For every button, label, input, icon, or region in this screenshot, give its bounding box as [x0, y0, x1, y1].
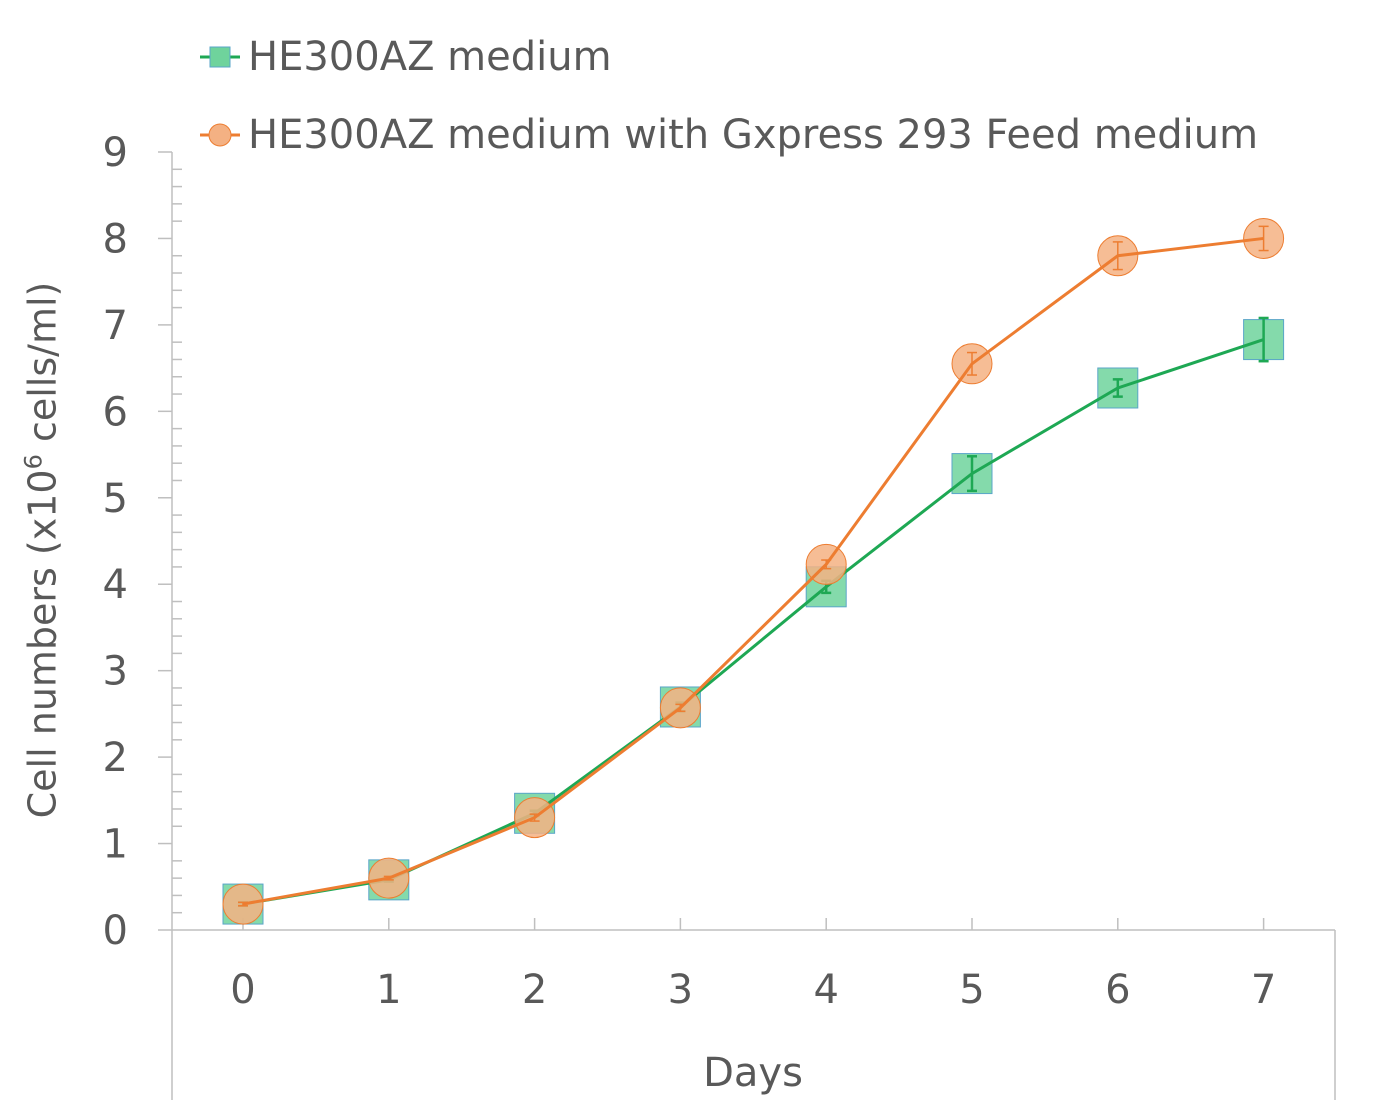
- x-tick-label: 3: [668, 967, 693, 1013]
- series-1: [222, 217, 1285, 925]
- legend-label-green: HE300AZ medium: [248, 34, 612, 80]
- series-0: [222, 316, 1285, 925]
- y-tick-label: 2: [103, 735, 128, 781]
- legend-item-orange: HE300AZ medium with Gxpress 293 Feed med…: [200, 110, 1258, 160]
- y-tick-label: 3: [103, 649, 128, 695]
- error-bar: [238, 901, 248, 907]
- series-layer: [222, 217, 1285, 925]
- x-tick-label: 1: [376, 967, 401, 1013]
- x-tick-label: 6: [1105, 967, 1130, 1013]
- series-line: [242, 338, 1265, 906]
- error-bar: [967, 351, 977, 376]
- axes: 0 1 2 3 4 5 6 7 8 9 0 1 2 3 4 5 6 7: [103, 130, 1336, 1100]
- legend-item-green: HE300AZ medium: [200, 32, 612, 82]
- x-tick-label: 0: [230, 967, 255, 1013]
- y-tick-label: 8: [103, 216, 128, 262]
- y-tick-label: 0: [103, 908, 128, 954]
- y-tick-label: 5: [103, 476, 128, 522]
- error-bar: [821, 559, 832, 570]
- y-tick-label: 6: [103, 389, 128, 435]
- y-axis-title-suffix: cells/ml): [20, 281, 65, 455]
- x-tick-label: 4: [813, 967, 838, 1013]
- error-bar: [1112, 241, 1123, 271]
- x-tick-label: 5: [959, 967, 984, 1013]
- y-tick-label: 1: [103, 822, 128, 868]
- error-bar: [1258, 316, 1269, 363]
- error-bar: [383, 875, 394, 881]
- legend-marker-circle-icon: [200, 123, 240, 147]
- legend-marker-square-icon: [200, 46, 240, 68]
- y-axis-title-prefix: Cell numbers (x10: [20, 469, 65, 819]
- error-bar: [675, 703, 686, 713]
- error-bar: [529, 813, 540, 822]
- error-bar: [967, 455, 977, 493]
- y-tick-label: 9: [103, 130, 128, 176]
- y-tick-label: 7: [103, 303, 128, 349]
- series-line: [242, 236, 1264, 906]
- y-tick-label: 4: [103, 562, 128, 608]
- error-bar: [1112, 378, 1123, 398]
- legend-label-orange: HE300AZ medium with Gxpress 293 Feed med…: [248, 112, 1259, 158]
- y-axis-title: Cell numbers (x106 cells/ml): [20, 282, 65, 819]
- x-tick-label: 7: [1251, 967, 1276, 1013]
- x-tick-label: 2: [522, 967, 547, 1013]
- x-axis-title: Days: [703, 1050, 803, 1096]
- y-axis-title-exponent: 6: [19, 454, 48, 470]
- error-bar: [1258, 225, 1269, 252]
